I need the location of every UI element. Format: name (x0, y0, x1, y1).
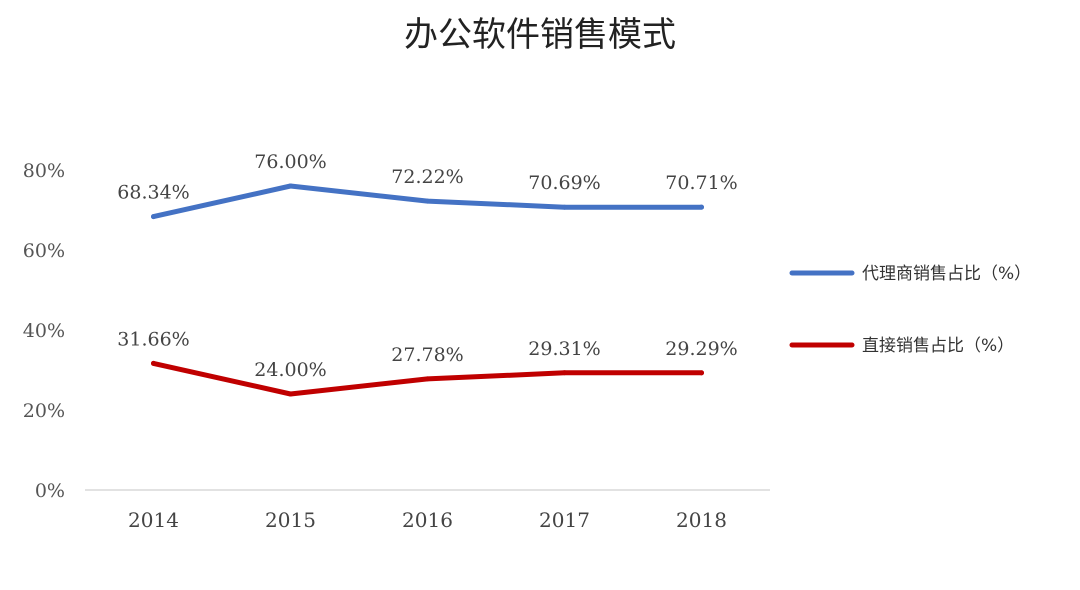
data-point (425, 198, 430, 204)
legend-label-2: 直接销售占比（%） (862, 336, 1014, 356)
data-point (699, 370, 704, 376)
data-label: 27.78% (391, 344, 463, 366)
data-point (562, 204, 567, 210)
data-label: 72.22% (391, 166, 463, 188)
legend-label-1: 代理商销售占比（%） (862, 264, 1031, 284)
x-tick-label: 2014 (128, 508, 179, 532)
data-point (425, 376, 430, 382)
x-tick-label: 2018 (676, 508, 727, 532)
y-tick-label: 60% (23, 240, 65, 262)
y-tick-label: 40% (23, 320, 65, 342)
data-labels: 68.34% 76.00% 72.22% 70.69% 70.71% 31.66% 24.0… (117, 151, 737, 381)
data-point (288, 183, 293, 189)
data-point (699, 204, 704, 210)
x-tick-label: 2015 (265, 508, 316, 532)
data-point (151, 360, 156, 366)
data-label: 29.31% (528, 338, 600, 360)
data-label: 70.69% (528, 172, 600, 194)
legend: 代理商销售占比（%） 直接销售占比（%） (789, 264, 1031, 356)
y-tick-label: 80% (23, 160, 65, 182)
series-lines (151, 183, 704, 397)
x-tick-label: 2017 (539, 508, 590, 532)
data-point (288, 391, 293, 397)
chart-title: 办公软件销售模式 (404, 15, 676, 55)
x-tick-label: 2016 (402, 508, 453, 532)
data-label: 29.29% (665, 338, 737, 360)
y-axis-ticks: 0% 20% 40% 60% 80% (23, 160, 65, 502)
data-label: 76.00% (254, 151, 326, 173)
data-label: 70.71% (665, 172, 737, 194)
data-label: 31.66% (117, 328, 189, 350)
data-point (562, 370, 567, 376)
data-point (151, 214, 156, 220)
data-label: 68.34% (117, 182, 189, 204)
data-label: 24.00% (254, 359, 326, 381)
x-axis-ticks: 2014 2015 2016 2017 2018 (128, 508, 727, 532)
y-tick-label: 0% (35, 480, 65, 502)
y-tick-label: 20% (23, 400, 65, 422)
